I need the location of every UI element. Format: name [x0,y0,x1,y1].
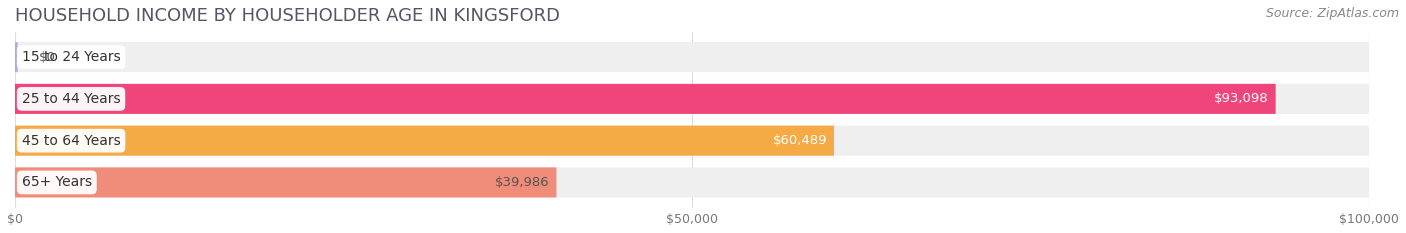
Text: $93,098: $93,098 [1215,93,1268,105]
FancyBboxPatch shape [15,126,1369,156]
Text: Source: ZipAtlas.com: Source: ZipAtlas.com [1265,7,1399,20]
Text: 25 to 44 Years: 25 to 44 Years [21,92,121,106]
Text: $39,986: $39,986 [495,176,550,189]
Text: $60,489: $60,489 [773,134,827,147]
Text: 45 to 64 Years: 45 to 64 Years [21,134,121,148]
FancyBboxPatch shape [15,84,1275,114]
Text: HOUSEHOLD INCOME BY HOUSEHOLDER AGE IN KINGSFORD: HOUSEHOLD INCOME BY HOUSEHOLDER AGE IN K… [15,7,560,25]
FancyBboxPatch shape [15,167,557,198]
FancyBboxPatch shape [15,42,1369,72]
Text: 65+ Years: 65+ Years [21,175,91,189]
FancyBboxPatch shape [15,167,1369,198]
FancyBboxPatch shape [15,126,834,156]
Text: $0: $0 [39,51,56,64]
FancyBboxPatch shape [15,84,1369,114]
FancyBboxPatch shape [15,42,18,72]
Text: 15 to 24 Years: 15 to 24 Years [21,50,121,64]
